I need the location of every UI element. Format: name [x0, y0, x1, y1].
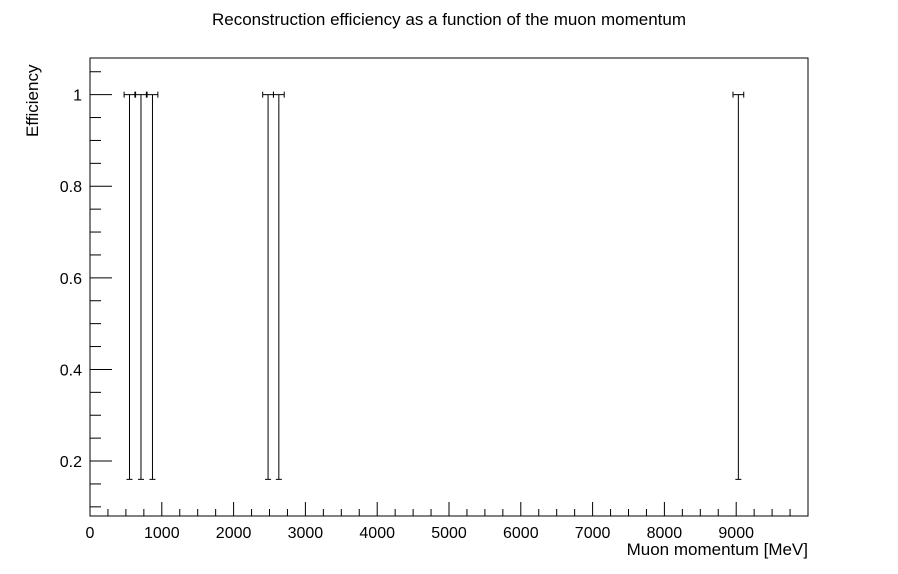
x-axis-label: Muon momentum [MeV]	[627, 540, 808, 559]
x-tick-label: 3000	[288, 525, 324, 542]
x-tick-label: 2000	[216, 525, 252, 542]
x-tick-label: 4000	[359, 525, 395, 542]
x-tick-label: 5000	[431, 525, 467, 542]
data-point	[135, 91, 147, 480]
x-tick-label: 1000	[144, 525, 180, 542]
y-axis-label: Efficiency	[23, 64, 42, 137]
chart-title: Reconstruction efficiency as a function …	[212, 10, 686, 29]
data-point	[272, 91, 285, 480]
y-axis: 0.2 0.4 0.6 0.8 1	[60, 71, 112, 508]
y-tick-label: 0.4	[60, 362, 82, 379]
y-tick-label: 0.8	[60, 179, 82, 196]
data-point	[123, 91, 136, 480]
y-tick-label: 0.6	[60, 271, 82, 288]
data-point	[732, 91, 745, 480]
y-tick-label: 0.2	[60, 454, 82, 471]
data-point	[262, 91, 274, 480]
y-tick-label: 1	[73, 88, 82, 105]
x-axis: 0 1000 2000 3000 4000 5000 6000 7000 8000 9000	[86, 502, 791, 542]
x-tick-label: 0	[86, 525, 95, 542]
data-points	[123, 91, 745, 480]
x-tick-label: 6000	[503, 525, 539, 542]
x-tick-label: 8000	[647, 525, 683, 542]
plot-frame	[89, 57, 809, 517]
x-tick-label: 7000	[575, 525, 611, 542]
x-tick-label: 9000	[718, 525, 754, 542]
data-point	[146, 91, 159, 480]
